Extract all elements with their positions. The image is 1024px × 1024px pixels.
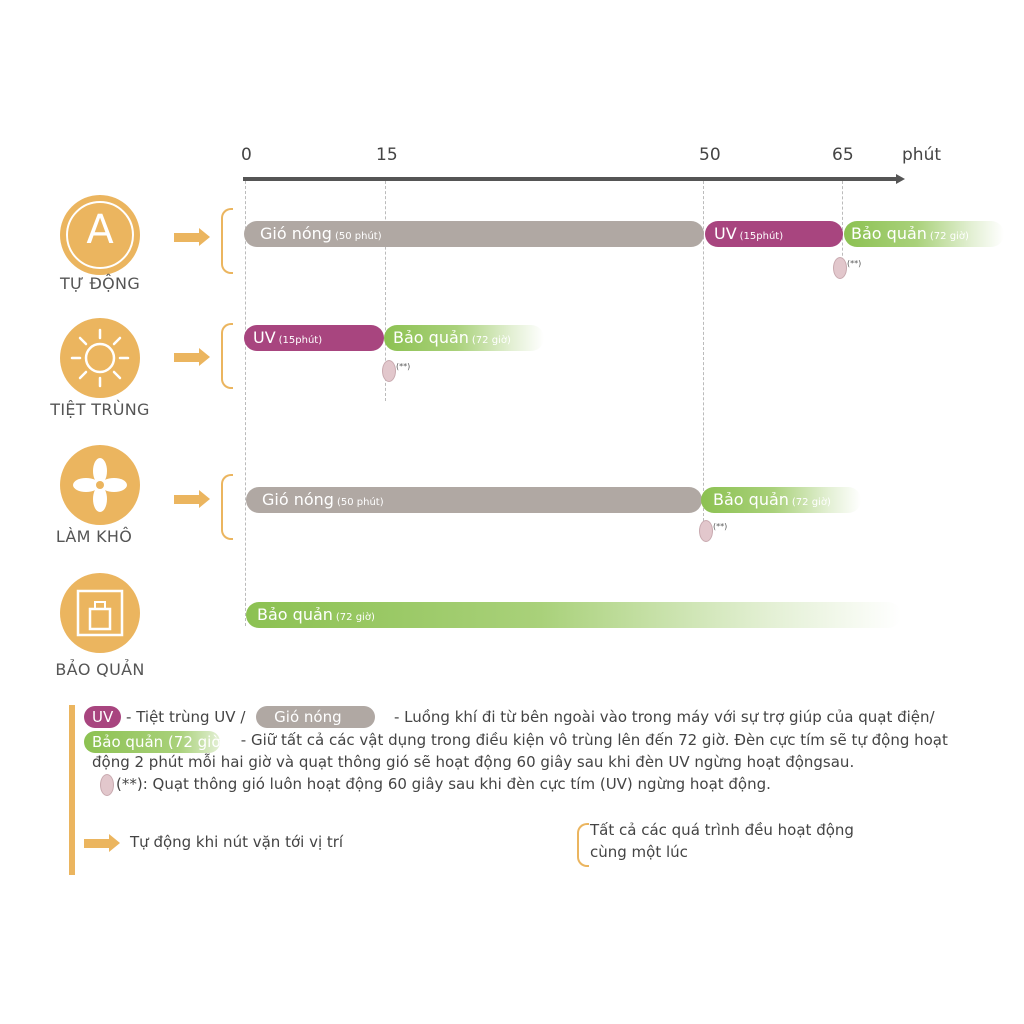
bar-uv-sterilize: UV (15phút) [244, 325, 384, 351]
brace-icon [577, 823, 589, 867]
brace-icon [221, 474, 233, 540]
legend-line-2: Bảo quản (72 giờ) - Giữ tất cả các vật d… [84, 731, 948, 753]
sun-icon [70, 328, 130, 388]
letter-a-icon: A [86, 207, 114, 253]
axis-unit: phút [902, 145, 942, 165]
mode-label-dry: LÀM KHÔ [55, 527, 133, 546]
fan-note: (**) [713, 522, 728, 531]
fan-note: (**) [847, 259, 862, 268]
mode-label-sterilize: TIỆT TRÙNG [50, 400, 150, 419]
tick-50: 50 [699, 145, 721, 165]
legend-storage-text-2: động 2 phút mỗi hai giờ và quạt thông gi… [92, 753, 855, 771]
fan-leaf-icon [382, 360, 396, 382]
tick-15: 15 [376, 145, 398, 165]
guide-line-50 [703, 181, 704, 521]
brace-icon [221, 208, 233, 274]
guide-line-15 [385, 181, 386, 401]
fan-leaf-icon [833, 257, 847, 279]
legend-brace-text-2: cùng một lúc [590, 843, 688, 861]
storage-box-icon [76, 589, 124, 637]
legend-storage-pill: Bảo quản (72 giờ) [84, 731, 220, 753]
legend-storage-text: - Giữ tất cả các vật dụng trong điều kiệ… [240, 731, 948, 749]
legend-uv-pill: UV [84, 706, 122, 728]
fan-icon [73, 458, 127, 512]
bar-storage-auto: Bảo quản (72 giờ) [844, 221, 1004, 247]
guide-line-65 [842, 181, 843, 266]
brace-icon [221, 323, 233, 389]
auto-mode-icon: A [60, 195, 140, 275]
arrow-icon [174, 348, 210, 366]
legend-fan-text: (**): Quạt thông gió luôn hoạt động 60 g… [116, 775, 771, 793]
legend-arrow-text: Tự động khi nút vặn tới vị trí [130, 833, 344, 851]
arrow-icon [174, 490, 210, 508]
mode-label-storage: BẢO QUẢN [55, 660, 145, 679]
mode-label-auto: TỰ ĐỘNG [59, 274, 141, 293]
bar-hot-air-dry: Gió nóng (50 phút) [246, 487, 702, 513]
tick-0: 0 [241, 145, 252, 165]
dry-mode-icon [60, 445, 140, 525]
bar-uv-auto: UV (15phút) [705, 221, 843, 247]
fan-note: (**) [396, 362, 411, 371]
sterilize-mode-icon [60, 318, 140, 398]
arrow-icon [84, 834, 120, 852]
arrow-icon [174, 228, 210, 246]
bar-storage-only: Bảo quản (72 giờ) [246, 602, 901, 628]
time-axis [243, 177, 898, 181]
legend-uv-text: - Tiệt trùng UV / [126, 708, 246, 726]
legend-hot-pill: Gió nóng [256, 706, 376, 728]
guide-line-0 [245, 181, 246, 626]
tick-65: 65 [832, 145, 854, 165]
legend-rule [69, 705, 75, 875]
legend-brace-text-1: Tất cả các quá trình đều hoạt động [590, 821, 854, 839]
legend-hot-text: - Luồng khí đi từ bên ngoài vào trong má… [393, 708, 935, 726]
fan-leaf-icon [699, 520, 713, 542]
bar-hot-air-auto: Gió nóng (50 phút) [244, 221, 704, 247]
bar-storage-sterilize: Bảo quản (72 giờ) [384, 325, 544, 351]
storage-mode-icon [60, 573, 140, 653]
axis-arrow-icon [896, 174, 905, 184]
fan-leaf-icon [100, 774, 114, 796]
bar-storage-dry: Bảo quản (72 giờ) [701, 487, 861, 513]
legend-line-1: UV - Tiệt trùng UV / Gió nóng - Luồng kh… [84, 706, 935, 728]
